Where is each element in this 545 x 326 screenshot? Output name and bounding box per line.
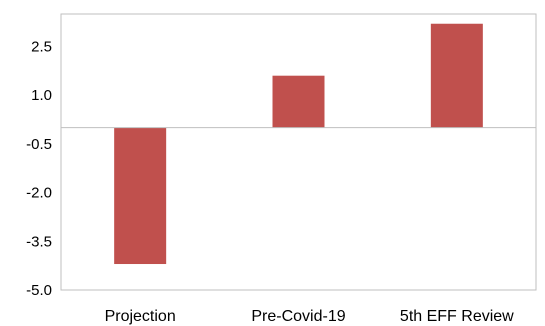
x-tick-label: Pre-Covid-19 — [251, 308, 345, 325]
bar-projection — [114, 127, 167, 265]
x-tick-label: Projection — [105, 308, 176, 325]
y-tick-label: 2.5 — [31, 38, 52, 55]
y-tick-label: -3.5 — [26, 233, 52, 250]
plot-area-border — [60, 13, 537, 291]
bar-series — [114, 23, 483, 265]
x-axis: Projection Pre-Covid-19 5th EFF Review — [105, 308, 515, 325]
y-tick-label: -2.0 — [26, 185, 52, 202]
y-tick-label: -5.0 — [26, 282, 52, 299]
bar-pre-covid-19 — [272, 75, 325, 128]
y-axis: -5.0 -3.5 -2.0 -0.5 1.0 2.5 — [26, 38, 52, 299]
y-tick-label: -0.5 — [26, 136, 52, 153]
x-tick-label: 5th EFF Review — [400, 308, 514, 325]
bar-5th-eff-review — [430, 23, 483, 128]
y-tick-label: 1.0 — [31, 87, 52, 104]
